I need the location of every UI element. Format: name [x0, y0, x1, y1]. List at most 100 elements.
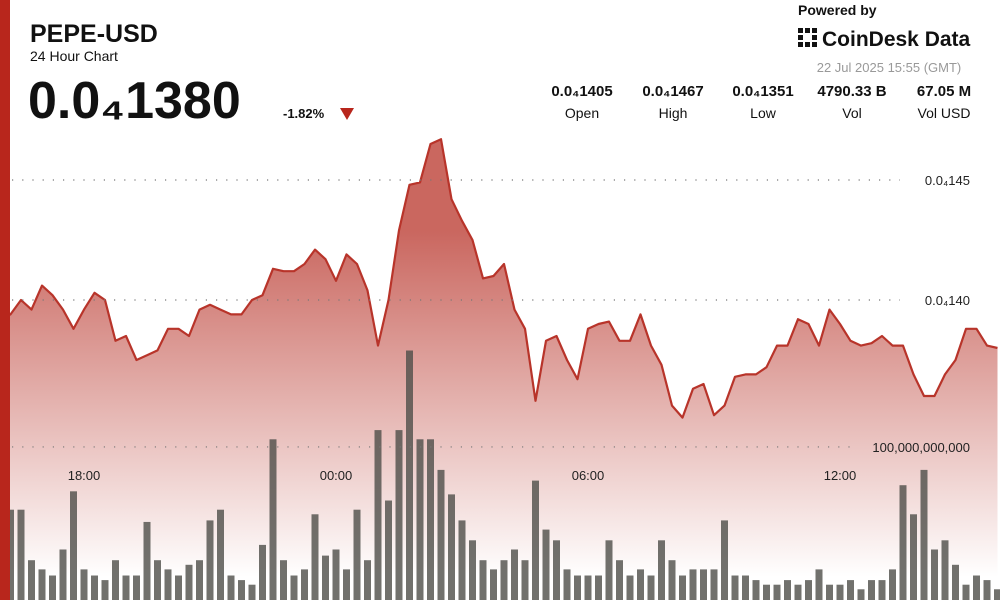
x-tick-label: 06:00 [572, 468, 605, 483]
volume-bar [143, 521, 151, 600]
price-line [0, 138, 998, 419]
volume-bar [931, 549, 938, 600]
volume-bar [301, 569, 308, 600]
volume-bar [710, 569, 718, 600]
volume-bar [217, 509, 224, 600]
volume-bar [469, 540, 476, 600]
volume-bar [164, 569, 172, 600]
volume-bar [763, 584, 770, 600]
volume-bar [647, 575, 655, 600]
volume-bar [500, 560, 508, 600]
volume-bar [448, 494, 455, 600]
y2-tick-label: 100,000,000,000 [872, 440, 970, 455]
current-price: 0.0₄1380 [28, 72, 241, 130]
volume-bar [458, 520, 466, 600]
stats: 0.0₄1405 Open 0.0₄1467 High 0.0₄1351 Low 4790.… [551, 83, 971, 121]
volume-bar [280, 560, 287, 600]
volume-bar [269, 439, 277, 600]
volume-bar [385, 500, 392, 600]
volume-bar [584, 575, 592, 600]
volume-bar [175, 575, 182, 600]
stat-value: 0.0₄1405 [551, 83, 612, 100]
volume-bar [637, 569, 644, 600]
volume-bar [248, 584, 256, 600]
volume-bar [836, 584, 844, 600]
volume-bar [416, 439, 424, 600]
volume-bar [133, 575, 140, 600]
volume-bar [532, 480, 539, 600]
volume-bar [521, 560, 529, 600]
volume-bar [847, 580, 854, 600]
volume-bar [374, 430, 382, 600]
volume-bar [857, 589, 865, 600]
volume-bar [605, 540, 613, 600]
volume-bar [343, 569, 350, 600]
volume-bar [910, 514, 917, 600]
price-change: -1.82% [283, 106, 325, 121]
volume-bar [721, 520, 728, 600]
timestamp: 22 Jul 2025 15:55 (GMT) [817, 60, 962, 75]
title: PEPE-USD [30, 20, 158, 48]
volume-bar [595, 575, 602, 600]
volume-bar [626, 575, 634, 600]
x-tick-label: 00:00 [320, 468, 353, 483]
volume-bar [868, 580, 875, 600]
volume-bar [259, 544, 266, 600]
volume-bar [395, 430, 403, 600]
volume-bar [815, 569, 823, 600]
stat-label: Low [750, 105, 777, 121]
volume-bar [59, 549, 67, 600]
volume-bar [679, 575, 686, 600]
volume-bar [616, 560, 623, 600]
volume-bar [238, 580, 245, 600]
volume-bar [206, 520, 214, 600]
volume-bar [322, 555, 329, 600]
brand-logo [798, 28, 817, 47]
volume-bar [227, 575, 235, 600]
volume-bar [122, 575, 130, 600]
volume-bar [742, 575, 749, 600]
y-tick-label: 0.0₄140 [925, 293, 970, 308]
volume-bar [332, 549, 340, 600]
stat-label: Vol [842, 105, 861, 121]
volume-bar [952, 564, 959, 600]
volume-bar [353, 509, 361, 600]
volume-bar [479, 560, 487, 600]
volume-bar [196, 560, 203, 600]
volume-bar [899, 485, 907, 600]
volume-bar [17, 509, 25, 600]
plot-area: 0.0₄145 0.0₄140 100,000,000,000 18:00 00:00 0… [0, 138, 1000, 600]
volume-bar [154, 560, 161, 600]
volume-bar [784, 580, 791, 600]
volume-bar [490, 569, 497, 600]
volume-bar [941, 540, 949, 600]
volume-bar [689, 569, 697, 600]
volume-bar [511, 549, 518, 600]
volume-bar [311, 514, 319, 600]
volume-bar [185, 564, 193, 600]
stat-value: 0.0₄1467 [642, 83, 703, 100]
volume-bar [794, 584, 802, 600]
volume-bar [70, 491, 77, 600]
volume-bar [773, 584, 781, 600]
volume-bar [28, 560, 35, 600]
subtitle: 24 Hour Chart [30, 48, 118, 64]
volume-bar [101, 580, 109, 600]
stat-label: Vol USD [918, 105, 971, 121]
volume-bar [112, 560, 119, 600]
volume-bar [38, 569, 46, 600]
x-tick-label: 12:00 [824, 468, 857, 483]
volume-bar [406, 350, 413, 600]
volume-bar [700, 569, 707, 600]
volume-bar [731, 575, 739, 600]
stat-value: 0.0₄1351 [732, 83, 793, 100]
volume-bar [878, 580, 886, 600]
volume-bar [542, 529, 550, 600]
volume-bar [49, 575, 56, 600]
stat-label: High [659, 105, 688, 121]
stat-value: 4790.33 B [817, 83, 886, 100]
powered-by: Powered by [798, 2, 877, 18]
price-area [0, 139, 998, 600]
